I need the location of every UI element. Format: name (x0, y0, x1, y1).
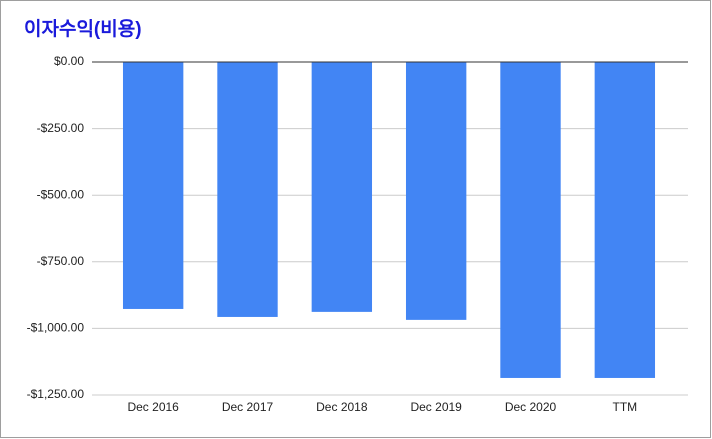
chart-title: 이자수익(비용) (24, 18, 142, 40)
y-tick-label: -$1,250.00 (27, 387, 85, 401)
y-tick-label: -$500.00 (37, 187, 85, 201)
x-tick-label: TTM (613, 400, 638, 414)
bar (311, 62, 373, 312)
bar (594, 62, 656, 378)
bar (217, 62, 278, 317)
x-tick-label: Dec 2019 (410, 400, 462, 414)
x-tick-label: Dec 2018 (316, 400, 368, 414)
x-tick-label: Dec 2017 (222, 400, 274, 414)
bar (405, 62, 467, 320)
y-tick-label: $0.00 (54, 54, 84, 68)
y-tick-label: -$250.00 (37, 121, 85, 135)
x-tick-label: Dec 2020 (505, 400, 557, 414)
bar (500, 62, 561, 378)
x-tick-label: Dec 2016 (127, 400, 179, 414)
y-tick-label: -$750.00 (37, 254, 85, 268)
bar (122, 62, 184, 309)
y-tick-label: -$1,000.00 (27, 321, 85, 335)
